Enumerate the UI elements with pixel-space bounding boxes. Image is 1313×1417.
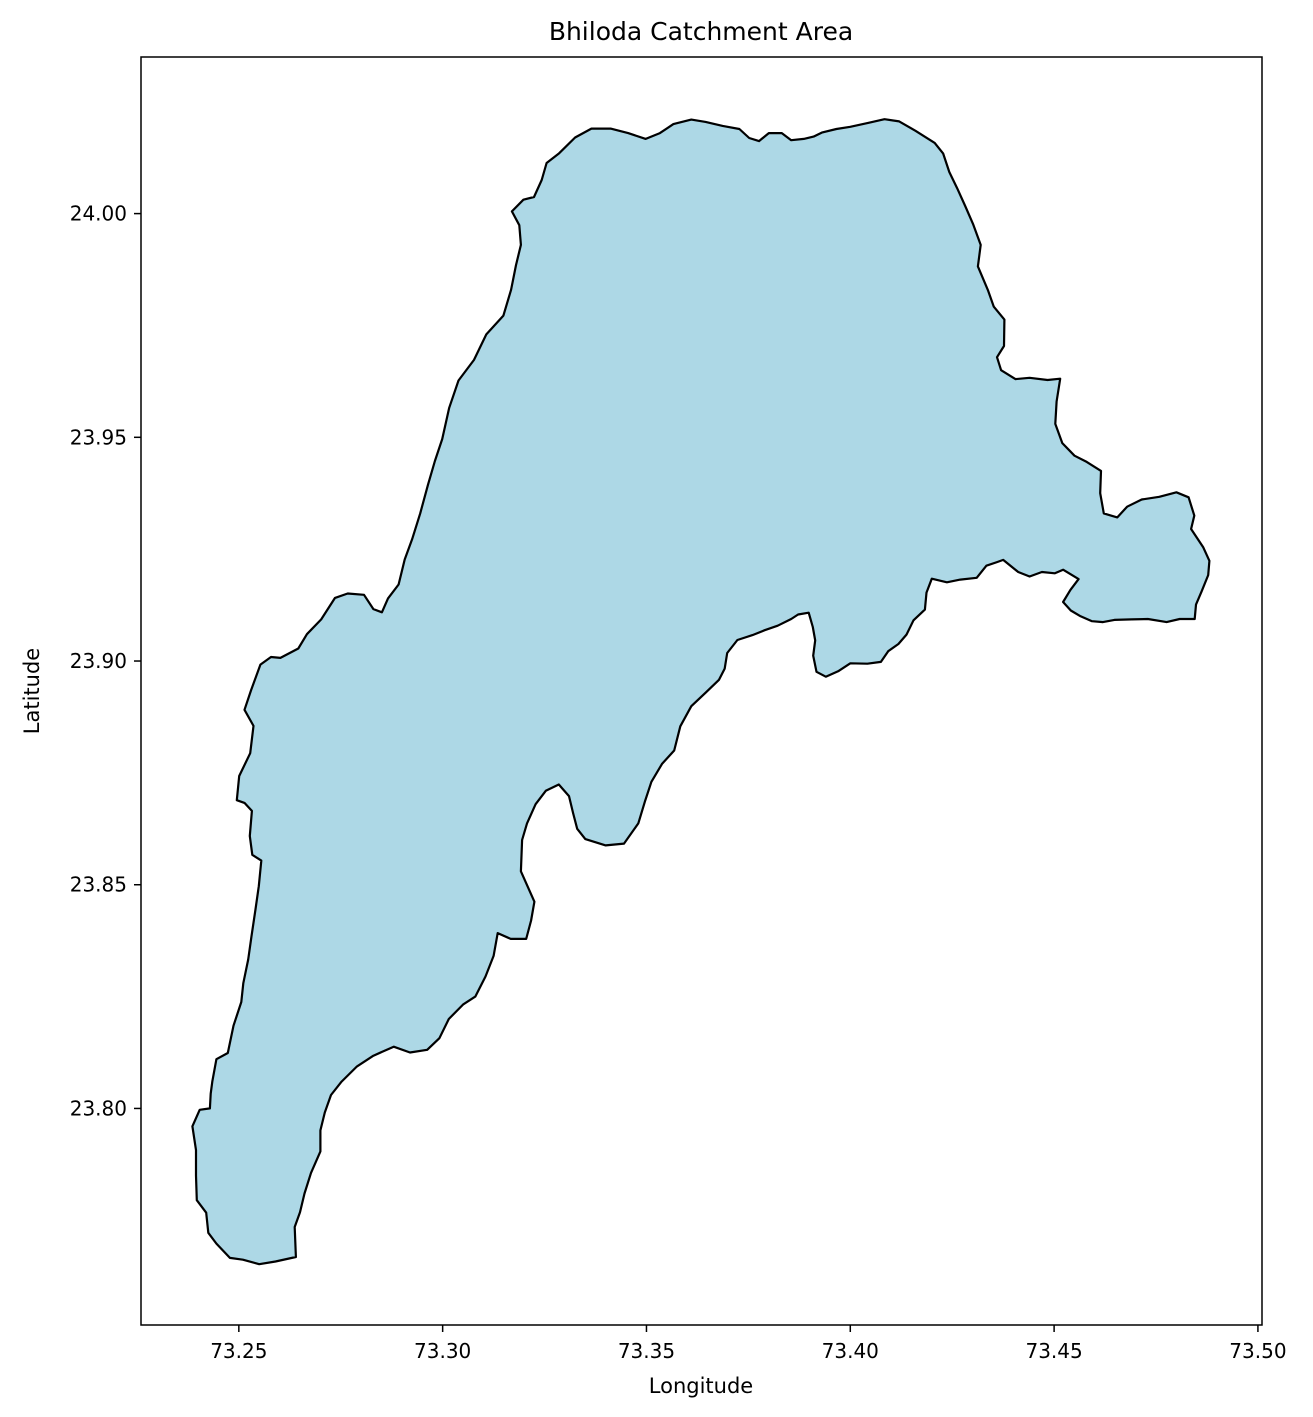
plot-area: [140, 56, 1263, 1326]
x-axis-label: Longitude: [649, 1374, 753, 1398]
y-tick-label: 23.85: [70, 873, 127, 897]
y-tick-label: 23.95: [70, 425, 127, 449]
y-tick-label: 23.80: [70, 1096, 127, 1120]
y-axis: 23.80 23.85 23.90 23.95 24.00: [70, 202, 141, 1120]
x-tick-label: 73.35: [618, 1339, 675, 1363]
axes-frame: [140, 56, 1263, 1326]
catchment-polygon: [191, 118, 1211, 1266]
x-tick-label: 73.25: [210, 1339, 267, 1363]
x-tick-label: 73.50: [1229, 1339, 1286, 1363]
y-tick-label: 24.00: [70, 202, 127, 226]
map-title: Bhiloda Catchment Area: [549, 17, 853, 46]
x-tick-label: 73.40: [822, 1339, 879, 1363]
x-tick-label: 73.30: [414, 1339, 471, 1363]
y-tick-label: 23.90: [70, 649, 127, 673]
x-tick-label: 73.45: [1025, 1339, 1082, 1363]
x-axis: 73.25 73.30 73.35 73.40 73.45 73.50: [210, 1325, 1287, 1363]
y-axis-label: Latitude: [20, 648, 44, 734]
